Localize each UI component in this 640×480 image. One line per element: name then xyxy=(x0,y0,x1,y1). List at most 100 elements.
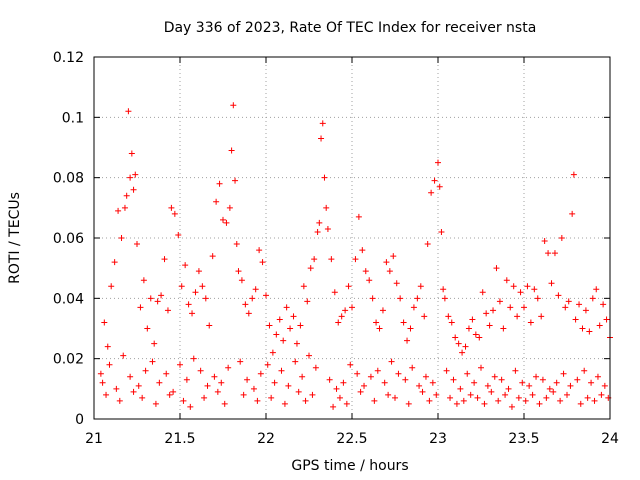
chart-title: Day 336 of 2023, Rate Of TEC Index for r… xyxy=(164,20,537,36)
data-point xyxy=(493,265,500,272)
data-point xyxy=(180,397,187,404)
data-point xyxy=(151,340,158,347)
data-point xyxy=(574,376,581,383)
data-point xyxy=(409,364,416,371)
data-point xyxy=(101,319,108,326)
data-point xyxy=(502,391,509,398)
data-point xyxy=(323,204,330,211)
data-point xyxy=(598,391,605,398)
data-point xyxy=(225,364,232,371)
data-point xyxy=(395,370,402,377)
data-point xyxy=(263,292,269,299)
data-point xyxy=(524,283,531,290)
y-tick-label: 0.12 xyxy=(53,50,84,66)
data-point xyxy=(543,394,550,401)
x-tick-label: 24 xyxy=(601,431,619,447)
data-point xyxy=(163,370,170,377)
data-point xyxy=(570,171,577,178)
data-point xyxy=(388,358,395,365)
x-tick-label: 23.5 xyxy=(508,431,539,447)
data-point xyxy=(293,340,300,347)
data-point xyxy=(465,325,472,332)
data-point xyxy=(584,394,591,401)
data-point xyxy=(407,325,414,332)
data-point xyxy=(562,304,569,311)
grid-lines xyxy=(94,57,610,419)
data-point xyxy=(366,277,373,284)
y-tick-label: 0.04 xyxy=(53,291,84,307)
data-point xyxy=(453,400,460,407)
data-point xyxy=(354,370,361,377)
data-point xyxy=(496,298,503,305)
y-tick-label: 0 xyxy=(75,412,84,428)
data-point xyxy=(459,349,466,356)
y-tick-label: 0.08 xyxy=(53,171,84,187)
data-point xyxy=(357,388,364,395)
data-point xyxy=(484,382,491,389)
data-point xyxy=(338,313,345,320)
data-point xyxy=(462,343,469,350)
data-point xyxy=(304,298,311,305)
data-point xyxy=(569,210,576,217)
data-point xyxy=(555,292,562,299)
data-point xyxy=(343,400,350,407)
data-point xyxy=(132,171,139,178)
data-point xyxy=(238,277,245,284)
data-point xyxy=(417,283,424,290)
data-point xyxy=(213,198,220,205)
data-point xyxy=(307,265,314,272)
data-point xyxy=(209,253,216,260)
data-point xyxy=(158,292,165,299)
data-point xyxy=(201,394,208,401)
data-point xyxy=(450,376,457,383)
data-point xyxy=(195,268,202,275)
data-point xyxy=(550,388,557,395)
data-point xyxy=(108,283,115,290)
data-point xyxy=(534,295,541,302)
data-point xyxy=(498,376,505,383)
data-point xyxy=(336,394,343,401)
data-point xyxy=(560,370,567,377)
data-point xyxy=(319,120,326,127)
data-point xyxy=(519,379,526,386)
data-point xyxy=(373,319,380,326)
x-tick-label: 23 xyxy=(429,431,447,447)
data-point xyxy=(352,256,359,263)
data-point xyxy=(130,388,137,395)
data-point xyxy=(161,256,168,263)
data-point xyxy=(472,331,479,338)
data-point xyxy=(223,219,230,226)
data-point xyxy=(405,400,412,407)
data-point xyxy=(166,391,173,398)
data-point xyxy=(426,397,433,404)
data-point xyxy=(404,337,411,344)
data-point xyxy=(170,388,177,395)
y-tick-label: 0.06 xyxy=(53,231,84,247)
data-point xyxy=(505,385,512,392)
x-tick-labels: 21 21.5 22 22.5 23 23.5 24 xyxy=(85,431,619,447)
data-point xyxy=(376,325,383,332)
data-point xyxy=(123,192,130,199)
data-point xyxy=(443,367,450,374)
data-point xyxy=(214,388,221,395)
axis-ticks xyxy=(93,56,611,420)
data-point xyxy=(204,382,211,389)
data-point xyxy=(469,316,476,323)
data-point xyxy=(548,280,555,287)
data-point xyxy=(218,379,225,386)
data-point xyxy=(379,307,386,314)
data-point xyxy=(414,295,421,302)
data-point xyxy=(226,204,233,211)
data-point xyxy=(233,241,240,248)
data-point xyxy=(460,397,467,404)
data-point xyxy=(130,186,137,193)
data-point xyxy=(125,108,132,115)
data-point xyxy=(314,228,321,235)
data-point xyxy=(321,174,328,181)
data-point xyxy=(115,207,122,214)
data-point xyxy=(168,204,175,211)
data-point xyxy=(441,295,448,302)
data-point xyxy=(422,373,429,380)
data-point xyxy=(557,397,564,404)
data-point xyxy=(183,376,190,383)
